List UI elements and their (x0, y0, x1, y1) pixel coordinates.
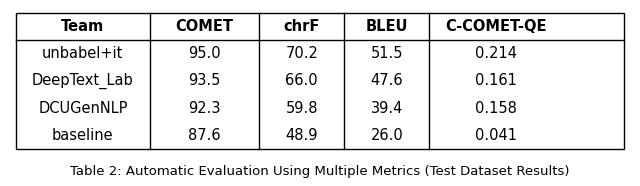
Text: 95.0: 95.0 (188, 46, 221, 61)
Text: 48.9: 48.9 (285, 128, 318, 143)
Text: 0.158: 0.158 (476, 101, 517, 116)
Text: COMET: COMET (175, 19, 234, 34)
Text: 0.161: 0.161 (476, 73, 517, 88)
Text: baseline: baseline (52, 128, 114, 143)
Text: DCUGenNLP: DCUGenNLP (38, 101, 127, 116)
Text: 0.041: 0.041 (476, 128, 517, 143)
Text: 66.0: 66.0 (285, 73, 318, 88)
Text: chrF: chrF (284, 19, 320, 34)
Text: 92.3: 92.3 (188, 101, 221, 116)
Text: 59.8: 59.8 (285, 101, 318, 116)
Text: 39.4: 39.4 (371, 101, 403, 116)
Text: 47.6: 47.6 (371, 73, 403, 88)
Text: unbabel+it: unbabel+it (42, 46, 124, 61)
Text: 87.6: 87.6 (188, 128, 221, 143)
Text: 26.0: 26.0 (371, 128, 403, 143)
Text: 51.5: 51.5 (371, 46, 403, 61)
Text: DeepText_Lab: DeepText_Lab (32, 73, 134, 89)
Bar (16, 13, 624, 149)
Text: Team: Team (61, 19, 104, 34)
Text: 70.2: 70.2 (285, 46, 318, 61)
Text: C-COMET-QE: C-COMET-QE (445, 19, 547, 34)
Text: BLEU: BLEU (365, 19, 408, 34)
Text: 93.5: 93.5 (188, 73, 221, 88)
Text: 0.214: 0.214 (476, 46, 517, 61)
Text: Table 2: Automatic Evaluation Using Multiple Metrics (Test Dataset Results): Table 2: Automatic Evaluation Using Mult… (70, 165, 570, 178)
